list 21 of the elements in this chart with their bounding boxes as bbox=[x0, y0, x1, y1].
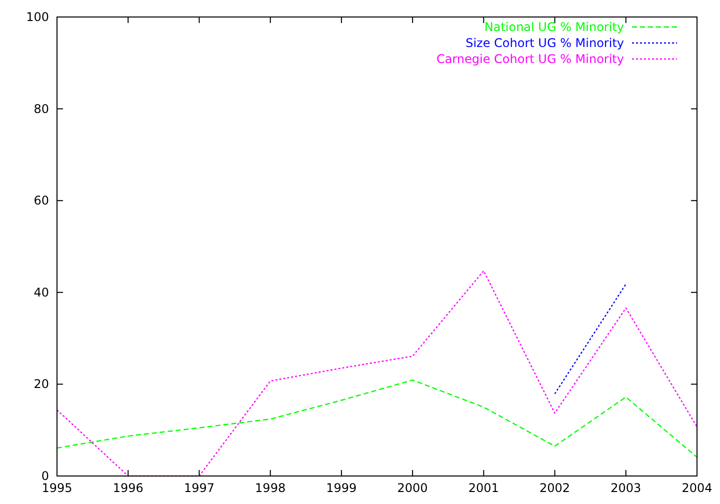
y-tick-label: 80 bbox=[34, 102, 49, 116]
legend-label: Carnegie Cohort UG % Minority bbox=[436, 52, 624, 66]
legend-label: Size Cohort UG % Minority bbox=[466, 36, 624, 50]
x-tick-label: 2000 bbox=[397, 481, 428, 495]
y-tick-label: 0 bbox=[41, 469, 49, 483]
line-series bbox=[56, 379, 698, 458]
x-tick-label: 2004 bbox=[682, 481, 712, 495]
x-tick-label: 1999 bbox=[326, 481, 357, 495]
y-tick-label: 40 bbox=[34, 285, 49, 300]
y-tick-label: 100 bbox=[26, 10, 49, 24]
text: National UG % Minority bbox=[484, 20, 624, 34]
y-tick-label: 20 bbox=[34, 377, 49, 392]
x-tick-label: 1995 bbox=[42, 481, 72, 495]
y-tick-label: 60 bbox=[34, 194, 49, 208]
x-tick-label: 2002 bbox=[540, 481, 570, 495]
x-tick-label: 2001 bbox=[468, 481, 499, 495]
line-series bbox=[56, 270, 698, 477]
x-tick-label: 1997 bbox=[184, 481, 214, 495]
x-tick-label: 1998 bbox=[255, 481, 286, 495]
x-tick-label: 1996 bbox=[112, 481, 144, 495]
x-tick-label: 2003 bbox=[610, 481, 642, 495]
